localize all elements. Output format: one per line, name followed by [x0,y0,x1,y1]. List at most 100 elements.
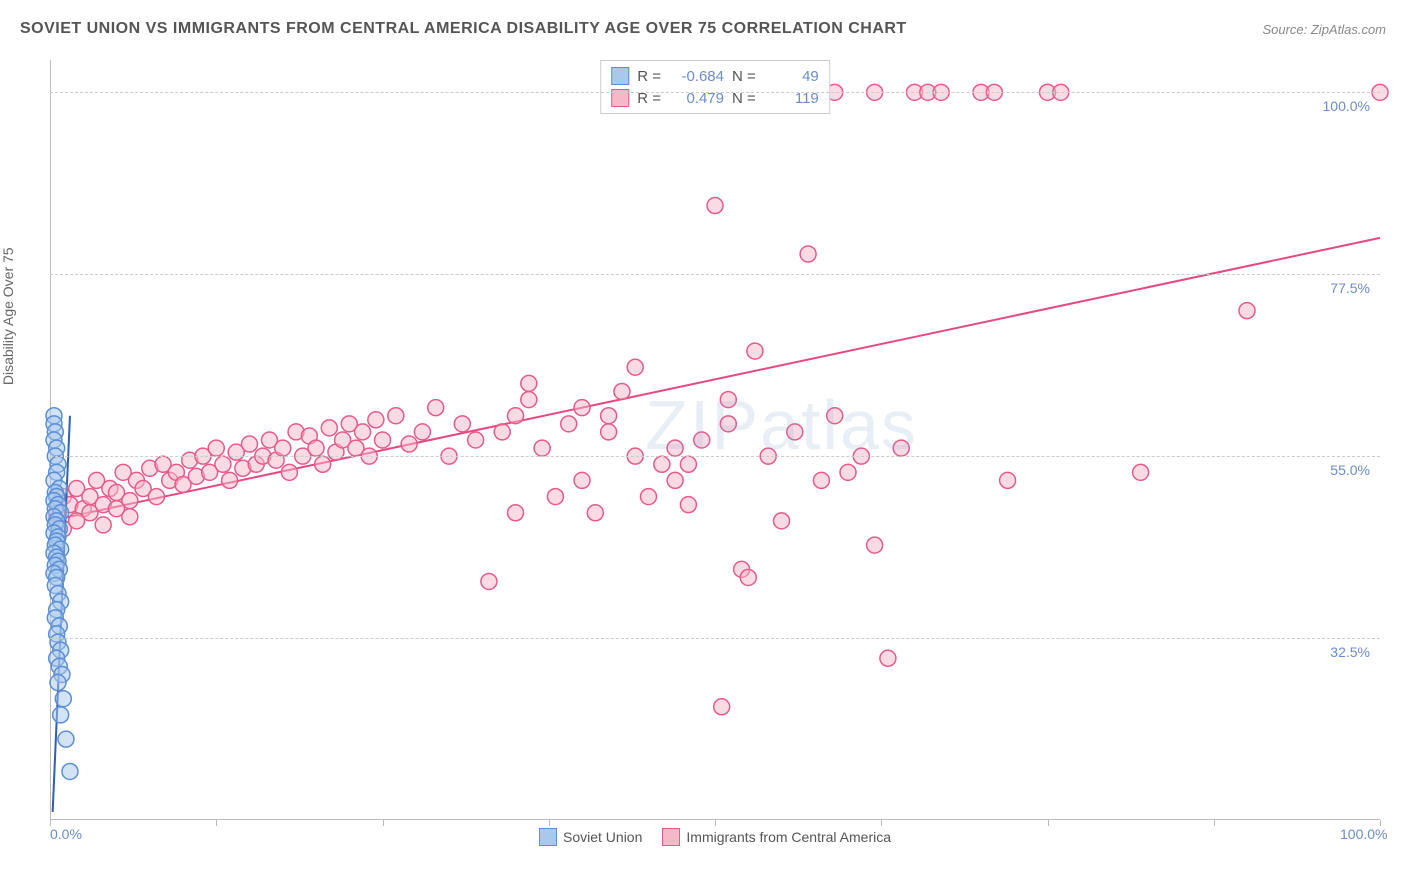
data-point [375,432,391,448]
data-point [574,472,590,488]
x-tick-label: 100.0% [1340,826,1387,842]
data-point [893,440,909,456]
data-point [468,432,484,448]
data-point [720,392,736,408]
chart-container: ZIPatlas R = -0.684 N = 49 R = 0.479 N =… [50,60,1380,820]
data-point [574,400,590,416]
data-point [1239,303,1255,319]
data-point [414,424,430,440]
data-point [454,416,470,432]
data-point [355,424,371,440]
legend-row-series-0: R = -0.684 N = 49 [611,65,819,87]
data-point [242,436,258,452]
data-point [215,456,231,472]
data-point [534,440,550,456]
source-attribution: Source: ZipAtlas.com [1262,22,1386,37]
data-point [401,436,417,452]
data-point [813,472,829,488]
data-point [208,440,224,456]
legend-item-0: Soviet Union [539,828,642,846]
legend-row-series-1: R = 0.479 N = 119 [611,87,819,109]
data-point [521,392,537,408]
chart-title: SOVIET UNION VS IMMIGRANTS FROM CENTRAL … [20,20,907,38]
series-name-0: Soviet Union [563,829,642,845]
x-tick [1048,820,1049,826]
gridline-h [50,92,1380,93]
data-point [50,675,66,691]
gridline-h [50,274,1380,275]
gridline-h [50,456,1380,457]
series-legend: Soviet Union Immigrants from Central Ame… [539,828,891,846]
correlation-legend: R = -0.684 N = 49 R = 0.479 N = 119 [600,60,830,114]
data-point [694,432,710,448]
data-point [654,456,670,472]
data-point [800,246,816,262]
y-tick-label: 32.5% [1330,644,1370,660]
data-point [614,383,630,399]
data-point [667,472,683,488]
plot-area: ZIPatlas R = -0.684 N = 49 R = 0.479 N =… [50,60,1380,820]
data-point [867,537,883,553]
chart-header: SOVIET UNION VS IMMIGRANTS FROM CENTRAL … [20,20,1386,38]
data-point [587,505,603,521]
y-axis-label: Disability Age Over 75 [0,247,16,385]
data-point [880,650,896,666]
x-tick-label: 0.0% [50,826,82,842]
x-tick [881,820,882,826]
data-point [494,424,510,440]
data-point [601,424,617,440]
data-point [1000,472,1016,488]
data-point [627,359,643,375]
data-point [122,509,138,525]
data-point [388,408,404,424]
data-point [720,416,736,432]
data-point [787,424,803,440]
data-point [222,472,238,488]
data-point [62,763,78,779]
data-point [281,464,297,480]
x-tick [383,820,384,826]
chart-svg [50,60,1380,820]
y-tick-label: 100.0% [1323,98,1370,114]
data-point [740,569,756,585]
data-point [82,505,98,521]
data-point [561,416,577,432]
data-point [641,489,657,505]
data-point [58,731,74,747]
n-value-0: 49 [764,68,819,85]
data-point [521,375,537,391]
swatch-bottom-1 [662,828,680,846]
data-point [315,456,331,472]
swatch-bottom-0 [539,828,557,846]
trend-line [50,238,1380,521]
data-point [827,408,843,424]
x-tick [216,820,217,826]
data-point [680,497,696,513]
data-point [275,440,291,456]
data-point [667,440,683,456]
data-point [707,198,723,214]
x-tick [715,820,716,826]
gridline-h [50,638,1380,639]
data-point [680,456,696,472]
data-point [601,408,617,424]
data-point [95,517,111,533]
data-point [321,420,337,436]
y-tick-label: 77.5% [1330,280,1370,296]
data-point [547,489,563,505]
data-point [481,573,497,589]
data-point [148,489,164,505]
data-point [53,707,69,723]
data-point [508,408,524,424]
data-point [747,343,763,359]
data-point [308,440,324,456]
swatch-series-0 [611,67,629,85]
r-value-0: -0.684 [669,68,724,85]
data-point [1133,464,1149,480]
r-label: R = [637,68,661,85]
data-point [368,412,384,428]
data-point [55,691,71,707]
series-name-1: Immigrants from Central America [686,829,891,845]
n-label: N = [732,68,756,85]
data-point [840,464,856,480]
